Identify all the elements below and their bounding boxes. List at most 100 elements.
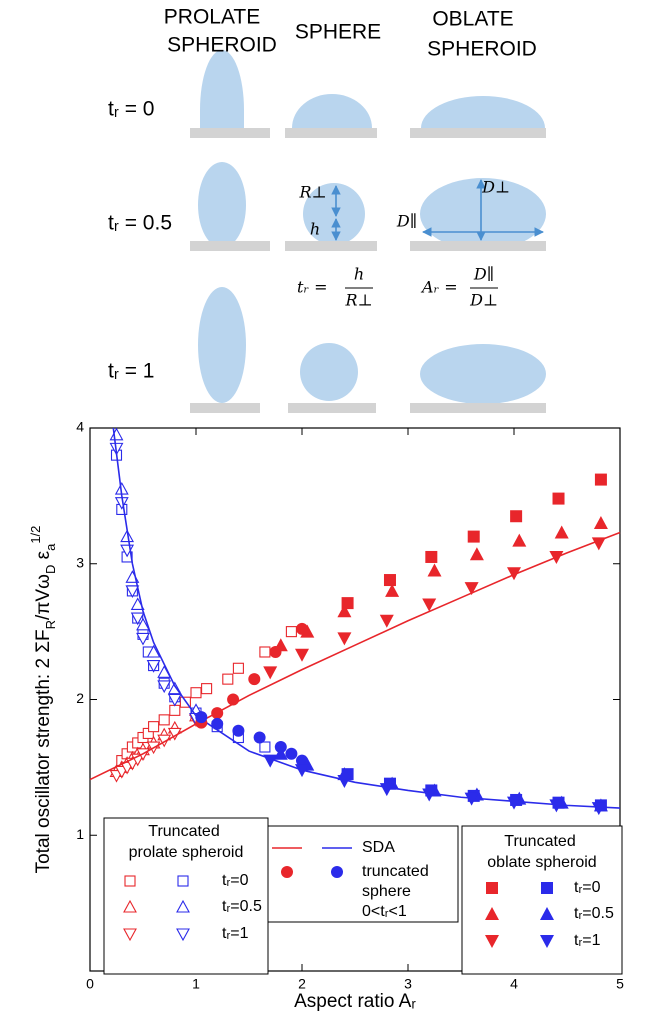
point [541, 882, 553, 894]
legend-title: prolate spheroid [129, 844, 244, 861]
row-label: tᵣ = 1 [108, 360, 154, 383]
point [512, 533, 527, 547]
legend-title: Truncated [504, 833, 575, 850]
point [259, 741, 271, 753]
point [158, 714, 170, 726]
point [285, 747, 298, 760]
point [130, 612, 145, 626]
point [464, 792, 479, 806]
substrate [410, 403, 546, 413]
point [331, 866, 343, 878]
point [146, 660, 161, 673]
point [253, 731, 266, 744]
dimension-label: R⊥ [298, 183, 326, 202]
formula-numerator: D∥ [473, 265, 494, 284]
substrate [190, 241, 270, 251]
point [146, 644, 161, 658]
x-tick-label: 2 [298, 976, 306, 992]
shapes [198, 50, 546, 404]
point [177, 875, 189, 887]
mask [180, 250, 560, 262]
point [281, 866, 293, 878]
sda-line [112, 427, 621, 809]
point [285, 626, 297, 638]
dimension-label: D∥ [396, 212, 417, 231]
x-tick-label: 4 [510, 976, 518, 992]
substrate [285, 241, 377, 251]
point [427, 563, 442, 577]
x-tick-label: 1 [192, 976, 200, 992]
point [232, 662, 244, 674]
substrate [285, 128, 377, 138]
point [136, 632, 150, 646]
point [201, 683, 213, 695]
point [383, 574, 396, 587]
point [295, 648, 309, 662]
point [295, 764, 309, 778]
point [554, 525, 569, 539]
point [157, 680, 172, 694]
point [195, 711, 208, 724]
point [385, 583, 400, 597]
formulas: tᵣ = h R⊥ Aᵣ = D∥ D⊥ [297, 265, 498, 310]
substrate [190, 403, 260, 413]
dimension-label: h [310, 220, 320, 239]
column-title: OBLATE [432, 8, 513, 31]
substrate [410, 241, 546, 251]
chart: 0 1 2 3 4 5 1 2 3 4 Aspect ratio Aᵣ Total oscillato… [28, 419, 624, 1012]
point [422, 788, 437, 802]
point [167, 693, 182, 707]
substrate [410, 128, 546, 138]
prolate-shape [198, 162, 246, 248]
point [552, 492, 565, 505]
legend: Truncated prolate spheroid tᵣ=0 tᵣ=0.5 tᵣ=1 [103, 817, 269, 975]
point [591, 802, 606, 816]
legend-label: sphere [362, 883, 411, 900]
point [123, 899, 137, 913]
y-axis-label-part: a [43, 543, 58, 551]
point [422, 598, 437, 612]
prolate-shape [200, 50, 244, 128]
point [464, 582, 479, 596]
point [232, 724, 245, 737]
legend-label: tᵣ=1 [574, 932, 601, 949]
point [540, 935, 554, 948]
point [136, 617, 150, 631]
sphere-shape [300, 343, 358, 401]
arrows [331, 179, 544, 241]
sphere-shape [292, 94, 372, 128]
oblate-shape [420, 344, 546, 404]
point [273, 746, 288, 760]
point [540, 907, 554, 920]
x-tick-label: 3 [404, 976, 412, 992]
point [259, 646, 271, 658]
point [337, 604, 352, 618]
point [549, 550, 564, 564]
legend: SDA truncated sphere 0<tᵣ<1 [267, 825, 459, 923]
plot-area [89, 427, 621, 816]
substrates [190, 128, 546, 413]
point [467, 530, 480, 543]
dimension-label: D⊥ [481, 178, 510, 197]
point [125, 585, 140, 599]
point [379, 614, 394, 628]
legend-label: SDA [362, 839, 395, 856]
point [300, 624, 315, 638]
point [211, 717, 224, 730]
point [123, 928, 137, 942]
y-tick-label: 3 [76, 554, 84, 570]
oblate-shape [421, 96, 545, 128]
legend-label: 0<tᵣ<1 [362, 903, 407, 920]
point [507, 567, 521, 581]
legend-label: tᵣ=0.5 [574, 905, 614, 922]
column-title: SPHERE [295, 21, 381, 44]
point [469, 547, 484, 561]
y-axis-label-part: /πVω [33, 574, 54, 620]
row-label: tᵣ = 0 [108, 98, 154, 121]
point [190, 687, 202, 699]
point [222, 673, 234, 685]
column-title: SPHEROID [427, 38, 537, 61]
y-axis-label-part: D [43, 565, 58, 574]
point [486, 882, 498, 894]
y-axis-label-part: R [43, 620, 58, 629]
